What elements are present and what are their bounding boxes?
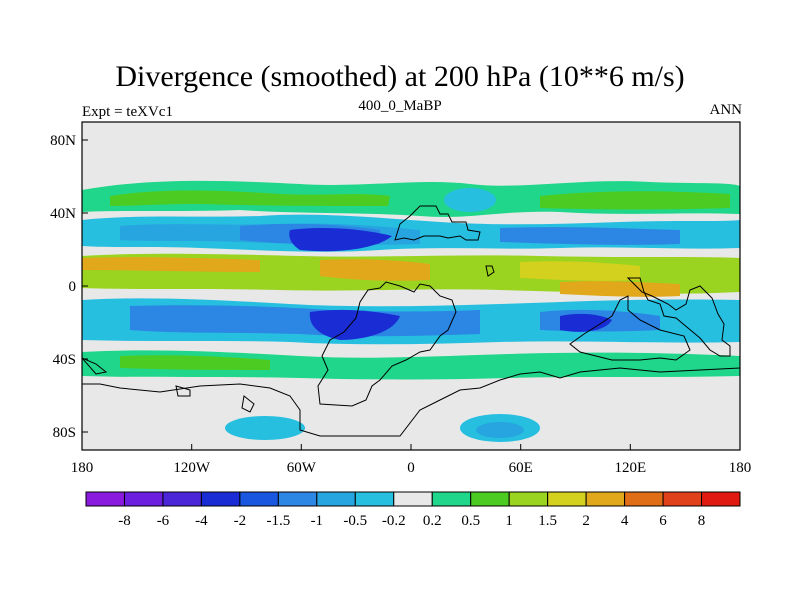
colorbar-label: 8: [698, 513, 706, 529]
colorbar-label: 0.5: [461, 513, 480, 529]
coastlines: [82, 205, 740, 437]
season-label: ANN: [709, 102, 743, 118]
colorbar-label: 2: [582, 513, 590, 529]
colorbar-swatch: [239, 491, 279, 507]
colorbar-swatch: [547, 491, 587, 507]
colorbar-swatch: [701, 491, 741, 507]
colorbar: -8 -6 -4 -2 -1.5 -1 -0.5 -0.2 0.2 0.5 1 1.5 2 4 6 8: [85, 491, 741, 529]
colorbar-swatch: [316, 491, 356, 507]
colorbar-label: 1: [505, 513, 513, 529]
colorbar-swatch: [393, 491, 433, 507]
y-tick-label: 40N: [50, 206, 76, 222]
colorbar-swatch: [354, 491, 395, 507]
x-tick-label: 60W: [287, 460, 317, 476]
colorbar-swatch: [85, 491, 125, 507]
colorbar-label: 1.5: [538, 513, 557, 529]
colorbar-swatch: [662, 491, 703, 507]
x-tick-label: 120E: [614, 460, 646, 476]
colorbar-label: -6: [157, 513, 170, 529]
x-tick-label: 60E: [509, 460, 533, 476]
colorbar-label: -0.5: [343, 513, 367, 529]
x-tick-label: 180: [729, 460, 752, 476]
colorbar-swatch: [277, 491, 318, 507]
colorbar-label: -8: [118, 513, 131, 529]
x-tick-label: 0: [407, 460, 415, 476]
plot-title: Divergence (smoothed) at 200 hPa (10**6 …: [115, 60, 685, 93]
x-tick-label: 120W: [173, 460, 211, 476]
axis-ticks: [81, 139, 741, 450]
colorbar-label: 0.2: [423, 513, 442, 529]
colorbar-label: -4: [195, 513, 208, 529]
period-label: 400_0_MaBP: [358, 98, 442, 114]
colorbar-swatch: [431, 491, 472, 507]
contour-fields: [82, 180, 740, 442]
x-tick-label: 180: [71, 460, 94, 476]
colorbar-swatch: [200, 491, 241, 507]
colorbar-swatch: [508, 491, 549, 507]
colorbar-swatch: [123, 491, 164, 507]
colorbar-swatch: [162, 491, 202, 507]
y-axis-labels: 80N 40N 0 40S 80S: [50, 133, 76, 441]
colorbar-swatch: [585, 491, 626, 507]
y-tick-label: 0: [69, 279, 77, 295]
colorbar-swatch: [470, 491, 510, 507]
colorbar-label: 6: [659, 513, 667, 529]
colorbar-swatch: [624, 491, 664, 507]
experiment-label: Expt = teXVc1: [82, 104, 173, 120]
colorbar-label: -1.5: [266, 513, 290, 529]
x-axis-labels: 180 120W 60W 0 60E 120E 180: [71, 460, 752, 476]
colorbar-label: -0.2: [382, 513, 406, 529]
y-tick-label: 80N: [50, 133, 76, 149]
colorbar-label: -1: [311, 513, 324, 529]
colorbar-label: -2: [234, 513, 247, 529]
colorbar-label: 4: [621, 513, 629, 529]
y-tick-label: 40S: [53, 352, 76, 368]
y-tick-label: 80S: [53, 425, 76, 441]
